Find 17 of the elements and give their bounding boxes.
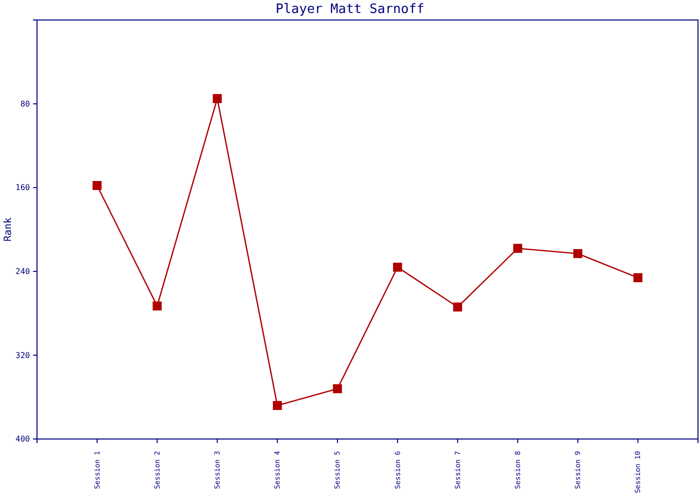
- y-tick-label: 80: [20, 99, 30, 108]
- chart-title: Player Matt Sarnoff: [276, 2, 424, 17]
- point: [332, 384, 342, 394]
- point: [393, 262, 402, 272]
- point: [152, 301, 162, 310]
- point: [272, 400, 282, 410]
- y-tick-label: 320: [16, 350, 30, 360]
- point: [212, 94, 222, 104]
- point: [453, 302, 462, 312]
- point: [633, 273, 642, 282]
- y-tick-label: 400: [16, 434, 30, 444]
- point: [513, 244, 522, 253]
- point: [573, 249, 582, 258]
- y-tick-label: 160: [16, 183, 30, 192]
- y-axis-title: Rank: [3, 217, 14, 242]
- point: [92, 181, 102, 190]
- y-tick-label: 240: [16, 266, 30, 276]
